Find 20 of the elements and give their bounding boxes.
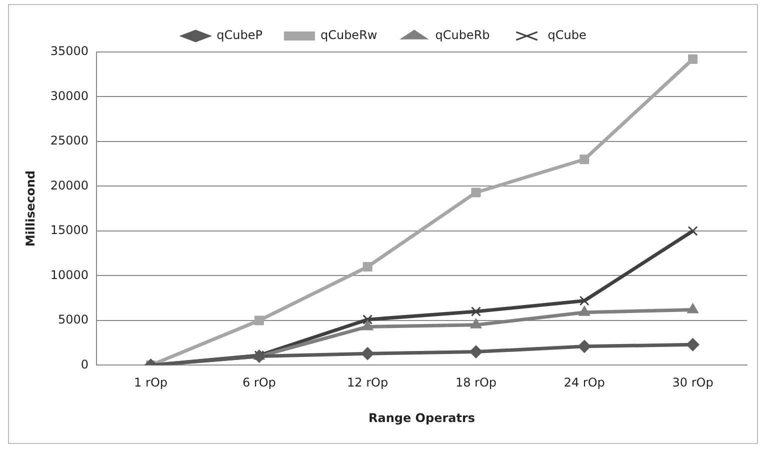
y-tick-label: 25000 <box>50 134 89 148</box>
y-axis-title: Millisecond <box>23 170 38 247</box>
y-tick-label: 10000 <box>50 268 89 282</box>
x-axis-title: Range Operatrs <box>368 410 476 425</box>
x-tick-label: 1 rOp <box>134 376 168 390</box>
y-tick-label: 35000 <box>50 44 89 58</box>
x-tick-label: 12 rOp <box>347 376 388 390</box>
y-tick-label: 5000 <box>58 312 89 327</box>
y-tick-label: 20000 <box>50 178 89 192</box>
legend-label: qCubeRw <box>320 28 378 42</box>
y-tick-label: 15000 <box>50 223 89 238</box>
x-tick-label: 18 rOp <box>455 376 497 390</box>
x-tick-label: 30 rOp <box>672 376 714 390</box>
y-tick-label: 0 <box>80 357 89 372</box>
x-tick-label: 6 rOp <box>242 376 276 390</box>
legend-label: qCubeP <box>216 28 262 42</box>
y-tick-label: 30000 <box>50 88 89 103</box>
legend-label: qCubeRb <box>435 28 490 42</box>
x-tick-label: 24 rOp <box>564 376 605 390</box>
legend-label: qCube <box>548 28 586 42</box>
